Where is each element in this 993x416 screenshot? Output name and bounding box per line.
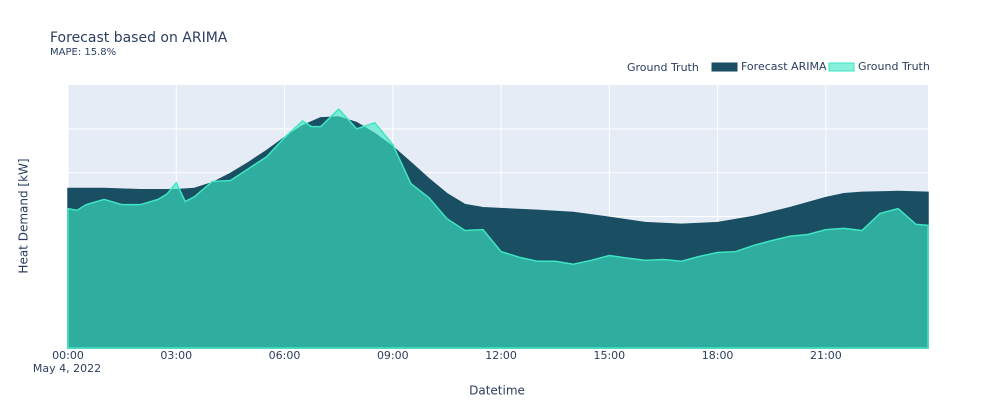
chart-subtitle: MAPE: 15.8% — [50, 47, 116, 58]
x-tick-label: 12:00 — [485, 349, 517, 362]
x-tick-label: 21:00 — [810, 349, 842, 362]
x-axis-title: Datetime — [469, 384, 525, 398]
legend-title: Ground Truth — [627, 61, 699, 74]
x-tick-label: 03:00 — [160, 349, 192, 362]
chart-title: Forecast based on ARIMA — [50, 30, 228, 46]
x-date-label: May 4, 2022 — [33, 362, 101, 375]
legend-label: Forecast ARIMA — [741, 60, 827, 73]
legend-swatch — [711, 62, 738, 72]
x-tick-label: 00:00 — [52, 349, 84, 362]
x-tick-label: 15:00 — [593, 349, 625, 362]
area — [67, 108, 929, 349]
x-tick-label: 18:00 — [702, 349, 734, 362]
x-tick-label: 09:00 — [377, 349, 409, 362]
legend-swatch — [828, 62, 855, 72]
legend-label: Ground Truth — [858, 60, 930, 73]
y-axis-title: Heat Demand [kW] — [17, 158, 31, 273]
x-tick-label: 06:00 — [269, 349, 301, 362]
